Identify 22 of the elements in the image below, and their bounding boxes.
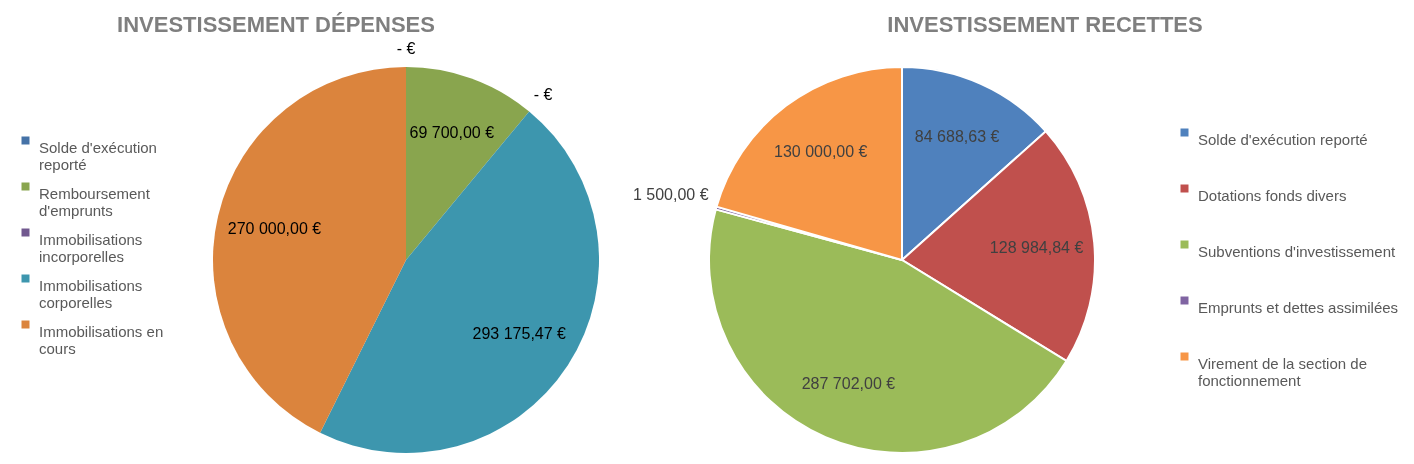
data-label: 130 000,00 €	[774, 143, 868, 161]
data-label: 128 984,84 €	[989, 238, 1084, 256]
legend-label: Virement de la section de fonctionnement	[1198, 354, 1367, 389]
chart-title: INVESTISSEMENT RECETTES	[887, 12, 1203, 37]
legend-label: Subventions d'investissement	[1198, 242, 1396, 260]
data-label: 84 688,63 €	[914, 127, 1000, 145]
data-label: 270 000,00 €	[227, 220, 322, 238]
legend-label: Solde d'exécution reporté	[1198, 130, 1368, 148]
chart-title: INVESTISSEMENT DÉPENSES	[117, 12, 435, 37]
legend-label: Emprunts et dettes assimilées	[1198, 298, 1399, 316]
data-label: 69 700,00 €	[409, 123, 495, 141]
data-label: 1 500,00 €	[632, 186, 709, 204]
legend-label: Solde d'exécution reporté	[39, 138, 157, 173]
data-label: 293 175,47 €	[472, 324, 567, 342]
data-label: 287 702,00 €	[801, 375, 896, 393]
text: - €	[396, 40, 416, 57]
legend-label: Immobilisations incorporelles	[39, 230, 143, 265]
text: - €	[533, 85, 553, 103]
legend-label: Remboursement d'emprunts	[39, 184, 151, 219]
legend-label: Immobilisations en cours	[39, 322, 164, 357]
legend-label: Dotations fonds divers	[1198, 186, 1347, 204]
legend-label: Immobilisations corporelles	[39, 276, 143, 311]
